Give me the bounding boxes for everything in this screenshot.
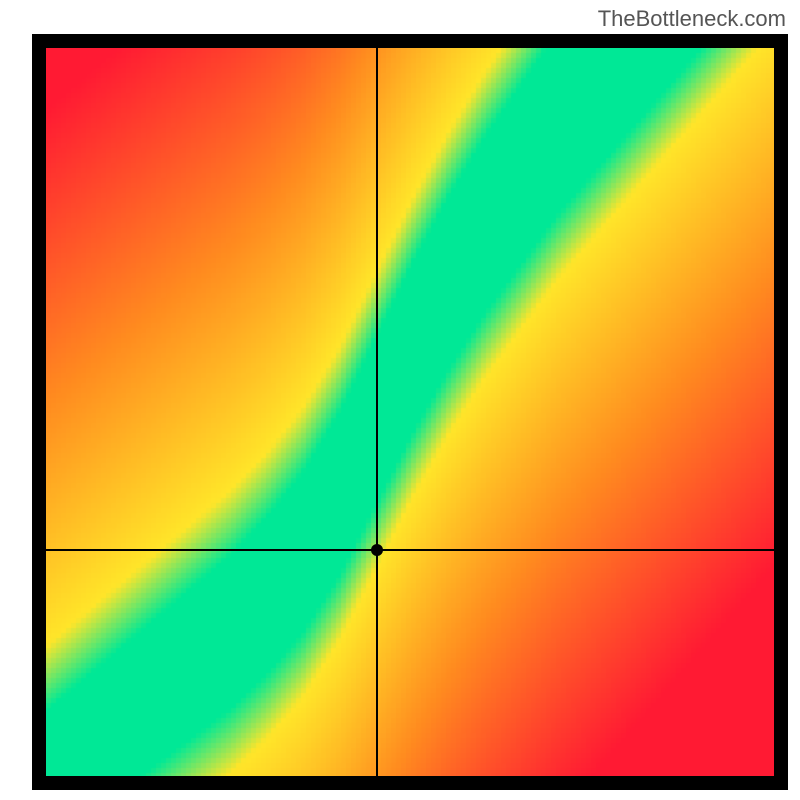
crosshair-horizontal	[46, 549, 774, 551]
crosshair-vertical	[376, 48, 378, 776]
watermark-text: TheBottleneck.com	[598, 6, 786, 32]
marker-point	[371, 544, 383, 556]
plot-frame	[32, 34, 788, 790]
heatmap-canvas	[46, 48, 774, 776]
chart-container: TheBottleneck.com	[0, 0, 800, 800]
